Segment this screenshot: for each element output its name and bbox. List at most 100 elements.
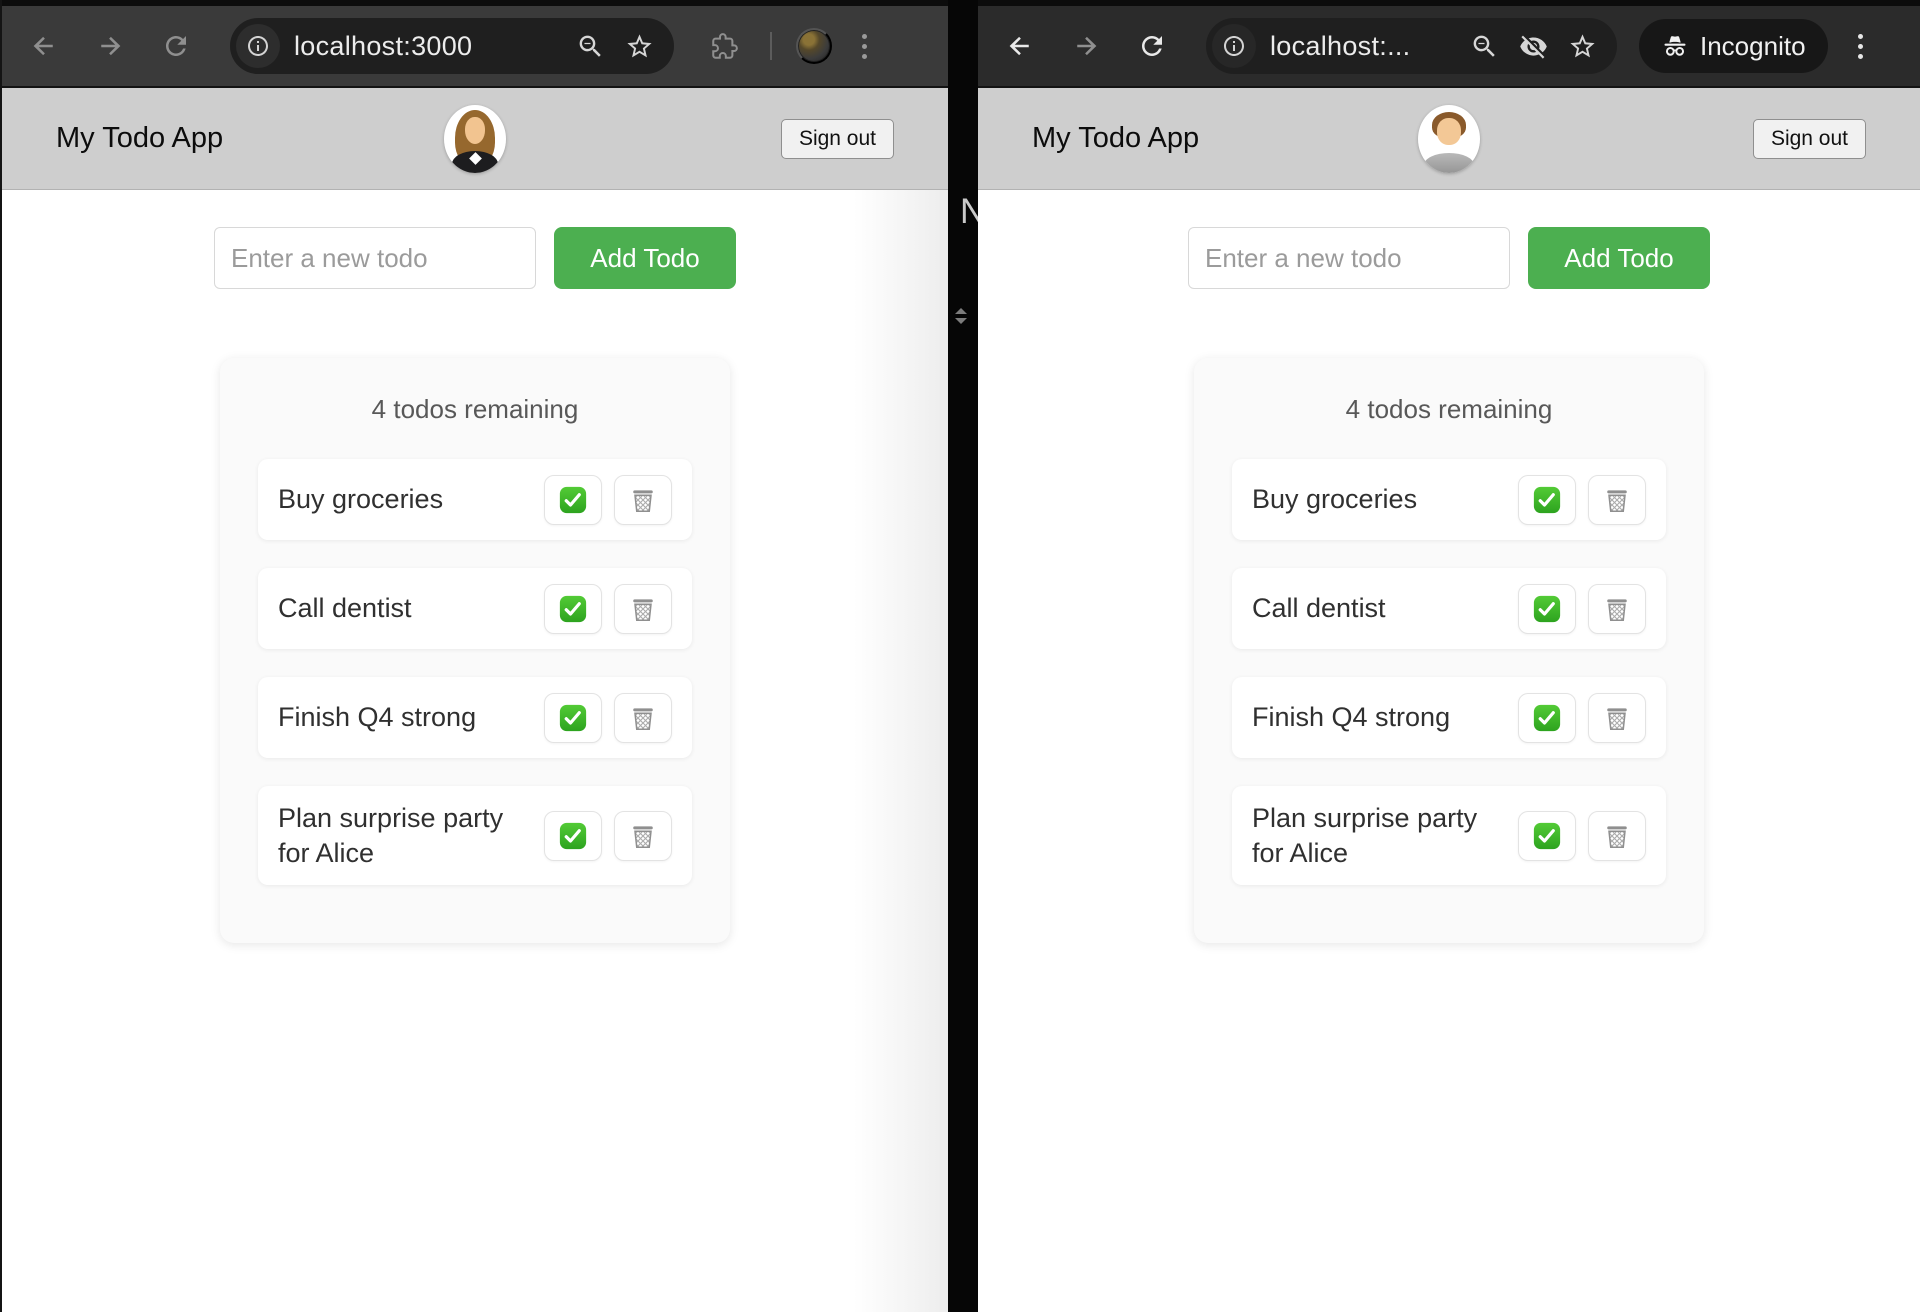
chevron-up-down-icon: [955, 308, 967, 324]
todo-delete-button[interactable]: [614, 474, 672, 525]
todo-complete-button[interactable]: [1518, 474, 1576, 525]
reload-button[interactable]: [1132, 26, 1172, 66]
zoom-out-button[interactable]: [1470, 32, 1499, 61]
todo-delete-button[interactable]: [614, 583, 672, 634]
todo-delete-button[interactable]: [1588, 810, 1646, 861]
trash-icon: [1607, 489, 1627, 512]
kebab-icon: [862, 33, 867, 39]
todo-delete-button[interactable]: [1588, 583, 1646, 634]
site-info-chip[interactable]: [236, 24, 280, 68]
todo-card: 4 todos remaining Buy groceries: [1194, 358, 1704, 944]
page-title: My Todo App: [1032, 122, 1200, 154]
check-icon: [559, 822, 587, 849]
url-text: localhost:3000: [294, 30, 473, 61]
todo-complete-button[interactable]: [544, 692, 602, 743]
new-todo-input[interactable]: [1188, 227, 1510, 289]
menu-button[interactable]: [862, 33, 867, 59]
browser-window-normal: localhost:3000 My Todo App Sign out: [0, 0, 948, 1312]
sign-out-button[interactable]: Sign out: [780, 118, 894, 159]
zoom-out-button[interactable]: [576, 32, 605, 61]
todo-delete-button[interactable]: [614, 692, 672, 743]
new-todo-input[interactable]: [214, 227, 536, 289]
todo-item-actions: [1518, 810, 1646, 861]
todo-item-actions: [544, 583, 672, 634]
todo-delete-button[interactable]: [614, 810, 672, 861]
todo-complete-button[interactable]: [544, 583, 602, 634]
todo-complete-button[interactable]: [544, 810, 602, 861]
address-bar[interactable]: localhost:...: [1206, 18, 1617, 74]
todo-item-row: Plan surprise party for Alice: [1232, 786, 1666, 886]
sign-out-button[interactable]: Sign out: [1752, 118, 1866, 159]
check-icon: [559, 486, 587, 513]
todo-complete-button[interactable]: [544, 474, 602, 525]
todo-item-actions: [544, 810, 672, 861]
check-icon: [1533, 822, 1561, 849]
forward-arrow-icon: [1077, 36, 1097, 56]
app-header: My Todo App Sign out: [978, 88, 1920, 190]
todo-item-actions: [1518, 583, 1646, 634]
site-info-chip[interactable]: [1212, 24, 1256, 68]
back-button[interactable]: [1000, 26, 1040, 66]
app-body: Add Todo 4 todos remaining Buy groceries: [978, 190, 1920, 1312]
todo-complete-button[interactable]: [1518, 692, 1576, 743]
todo-list: Buy groceries: [258, 459, 692, 886]
todo-card: 4 todos remaining Buy groceries: [220, 358, 730, 944]
forward-button[interactable]: [1066, 26, 1106, 66]
todo-item-actions: [544, 692, 672, 743]
reload-button[interactable]: [156, 26, 196, 66]
page-title: My Todo App: [56, 122, 224, 154]
bookmark-star-button[interactable]: [1568, 32, 1597, 61]
bookmark-star-button[interactable]: [625, 32, 654, 61]
avatar-face: [465, 116, 485, 144]
forward-arrow-icon: [101, 36, 121, 56]
puzzle-icon: [711, 32, 738, 59]
check-icon: [1533, 486, 1561, 513]
browser-window-incognito: localhost:... Incognito: [978, 0, 1920, 1312]
todo-item-label: Plan surprise party for Alice: [278, 803, 504, 868]
url-text: localhost:...: [1270, 30, 1411, 61]
forward-button[interactable]: [90, 26, 130, 66]
browser-toolbar: localhost:... Incognito: [978, 6, 1920, 88]
tracking-protection-button[interactable]: [1519, 32, 1548, 61]
todo-item-label: Finish Q4 strong: [278, 702, 477, 733]
new-todo-form: Add Todo: [1188, 227, 1710, 289]
add-todo-button[interactable]: Add Todo: [554, 227, 736, 289]
zoom-out-icon: [1473, 35, 1495, 57]
avatar-body: [1424, 152, 1474, 173]
check-icon: [559, 704, 587, 731]
todo-item-actions: [1518, 692, 1646, 743]
todo-item-label: Finish Q4 strong: [1252, 702, 1451, 733]
todo-complete-button[interactable]: [1518, 810, 1576, 861]
todo-complete-button[interactable]: [1518, 583, 1576, 634]
profile-avatar-button[interactable]: [796, 28, 832, 64]
background-letter: N: [960, 192, 978, 231]
check-icon: [1533, 704, 1561, 731]
add-todo-button[interactable]: Add Todo: [1528, 227, 1710, 289]
todo-item-label: Call dentist: [1252, 593, 1386, 624]
todos-remaining-text: 4 todos remaining: [371, 394, 579, 424]
todo-item-actions: [544, 474, 672, 525]
todo-item-row: Finish Q4 strong: [258, 677, 692, 758]
window-top-edge: [978, 0, 1920, 6]
browser-toolbar: localhost:3000: [2, 6, 948, 88]
todo-item-row: Finish Q4 strong: [1232, 677, 1666, 758]
kebab-icon: [1857, 33, 1863, 39]
trash-icon: [633, 598, 653, 621]
extensions-button[interactable]: [704, 26, 744, 66]
todo-item-label: Buy groceries: [278, 484, 444, 515]
incognito-label: Incognito: [1700, 30, 1806, 61]
todo-item-label: Buy groceries: [1252, 484, 1418, 515]
app-header: My Todo App Sign out: [2, 88, 948, 190]
incognito-icon: [1664, 36, 1686, 56]
todo-item-row: Call dentist: [1232, 568, 1666, 649]
address-bar[interactable]: localhost:3000: [230, 18, 674, 74]
todo-delete-button[interactable]: [1588, 692, 1646, 743]
todo-delete-button[interactable]: [1588, 474, 1646, 525]
menu-button[interactable]: [1857, 33, 1863, 59]
back-button[interactable]: [24, 26, 64, 66]
trash-icon: [1607, 598, 1627, 621]
todo-item-row: Plan surprise party for Alice: [258, 786, 692, 886]
reload-icon: [165, 36, 186, 56]
eye-off-icon: [1520, 35, 1547, 59]
info-icon: [248, 36, 268, 56]
